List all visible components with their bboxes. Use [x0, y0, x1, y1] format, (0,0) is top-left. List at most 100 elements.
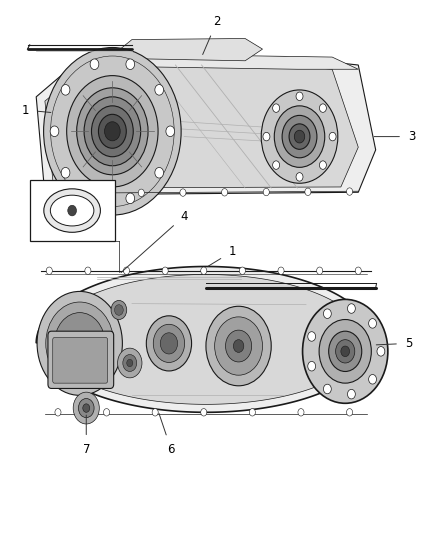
Text: 6: 6	[159, 414, 175, 456]
Circle shape	[54, 313, 105, 374]
Polygon shape	[80, 54, 358, 69]
Circle shape	[323, 309, 331, 318]
Circle shape	[84, 97, 141, 166]
Circle shape	[46, 302, 114, 385]
Polygon shape	[45, 274, 367, 405]
Text: 2: 2	[203, 15, 221, 54]
Circle shape	[111, 301, 127, 319]
Circle shape	[308, 332, 316, 341]
Circle shape	[263, 188, 269, 196]
Circle shape	[329, 132, 336, 141]
Circle shape	[261, 90, 338, 183]
Circle shape	[308, 361, 316, 371]
Circle shape	[303, 300, 388, 403]
Circle shape	[341, 346, 350, 357]
Text: 5: 5	[376, 337, 412, 350]
Circle shape	[90, 59, 99, 69]
FancyBboxPatch shape	[48, 331, 114, 389]
Polygon shape	[45, 64, 358, 188]
Circle shape	[166, 126, 175, 136]
Circle shape	[126, 59, 134, 69]
Text: 4: 4	[121, 209, 188, 272]
Circle shape	[61, 85, 70, 95]
Circle shape	[249, 409, 255, 416]
Circle shape	[44, 47, 181, 215]
Circle shape	[201, 267, 207, 274]
FancyBboxPatch shape	[53, 337, 108, 383]
Text: 1: 1	[208, 245, 236, 266]
Circle shape	[317, 267, 323, 274]
Circle shape	[115, 305, 123, 316]
Circle shape	[346, 409, 353, 416]
Circle shape	[319, 319, 371, 383]
Circle shape	[46, 267, 52, 274]
Circle shape	[68, 205, 77, 216]
Circle shape	[103, 409, 110, 416]
Circle shape	[369, 319, 377, 328]
Circle shape	[377, 346, 385, 356]
Circle shape	[305, 188, 311, 196]
Circle shape	[152, 409, 158, 416]
Circle shape	[78, 399, 94, 418]
Circle shape	[96, 189, 102, 197]
Circle shape	[294, 130, 305, 143]
Circle shape	[83, 404, 90, 413]
Circle shape	[117, 348, 142, 378]
Circle shape	[160, 333, 178, 354]
Circle shape	[55, 409, 61, 416]
Ellipse shape	[50, 195, 94, 226]
Circle shape	[319, 161, 326, 169]
Circle shape	[155, 167, 163, 178]
Circle shape	[90, 193, 99, 204]
Circle shape	[263, 132, 270, 141]
Polygon shape	[119, 38, 262, 61]
Circle shape	[233, 340, 244, 352]
Circle shape	[347, 304, 355, 313]
Circle shape	[77, 88, 148, 175]
Circle shape	[355, 267, 361, 274]
Circle shape	[67, 76, 158, 187]
Circle shape	[296, 173, 303, 181]
Circle shape	[296, 92, 303, 101]
Circle shape	[328, 331, 362, 372]
Circle shape	[55, 190, 61, 197]
Text: 1: 1	[21, 103, 51, 117]
Text: 3: 3	[374, 130, 415, 143]
Circle shape	[319, 104, 326, 112]
Circle shape	[274, 106, 325, 167]
Circle shape	[278, 267, 284, 274]
Circle shape	[180, 189, 186, 196]
Circle shape	[146, 316, 191, 371]
Ellipse shape	[44, 189, 100, 232]
Circle shape	[73, 392, 99, 424]
Bar	[30, 180, 115, 241]
Circle shape	[298, 409, 304, 416]
Circle shape	[226, 330, 252, 362]
Circle shape	[155, 85, 163, 95]
Circle shape	[37, 292, 122, 395]
Circle shape	[369, 375, 377, 384]
Circle shape	[61, 167, 70, 178]
Polygon shape	[36, 266, 376, 413]
Text: 7: 7	[82, 415, 90, 456]
Circle shape	[323, 384, 331, 394]
Circle shape	[272, 161, 279, 169]
Circle shape	[123, 354, 137, 372]
Circle shape	[124, 267, 130, 274]
Circle shape	[85, 267, 91, 274]
Circle shape	[272, 104, 279, 112]
Circle shape	[138, 189, 145, 197]
Circle shape	[336, 340, 355, 363]
Circle shape	[50, 126, 59, 136]
Polygon shape	[36, 57, 376, 195]
Circle shape	[99, 114, 126, 148]
Circle shape	[239, 267, 245, 274]
Circle shape	[347, 390, 355, 399]
Circle shape	[346, 188, 353, 195]
Circle shape	[92, 106, 133, 157]
Circle shape	[215, 317, 262, 375]
Circle shape	[162, 267, 168, 274]
Circle shape	[127, 359, 133, 367]
Circle shape	[206, 306, 271, 386]
Circle shape	[289, 124, 310, 149]
